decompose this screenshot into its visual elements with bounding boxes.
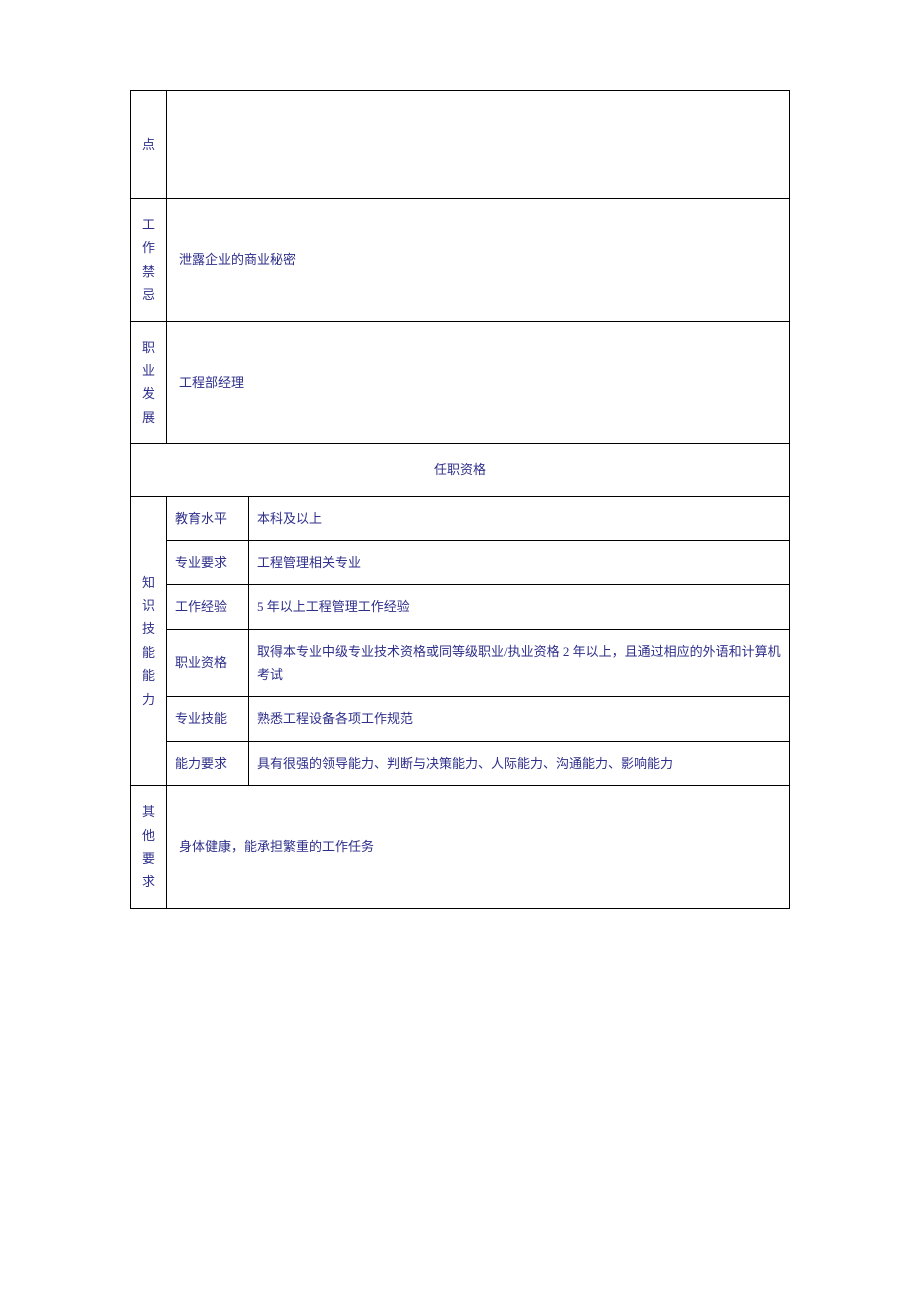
- content-skills: 熟悉工程设备各项工作规范: [249, 697, 790, 741]
- table-row: 职业发展 工程部经理: [131, 321, 790, 444]
- table-row: 工作经验 5 年以上工程管理工作经验: [131, 585, 790, 629]
- sublabel-experience: 工作经验: [167, 585, 249, 629]
- sublabel-skills: 专业技能: [167, 697, 249, 741]
- content-other: 身体健康，能承担繁重的工作任务: [167, 786, 790, 909]
- table-row: 工作禁忌 泄露企业的商业秘密: [131, 199, 790, 322]
- row-label-point: 点: [131, 91, 167, 199]
- sublabel-qualification: 职业资格: [167, 629, 249, 697]
- row-content-point: [167, 91, 790, 199]
- table-row: 点: [131, 91, 790, 199]
- job-spec-table: 点 工作禁忌 泄露企业的商业秘密 职业发展 工程部经理 任职资格 知识技能能力 …: [130, 90, 790, 909]
- row-label-knowledge: 知识技能能力: [131, 496, 167, 786]
- content-education: 本科及以上: [249, 496, 790, 540]
- table-row-header: 任职资格: [131, 444, 790, 496]
- sublabel-ability: 能力要求: [167, 741, 249, 785]
- row-label-taboo: 工作禁忌: [131, 199, 167, 322]
- content-ability: 具有很强的领导能力、判断与决策能力、人际能力、沟通能力、影响能力: [249, 741, 790, 785]
- row-label-career: 职业发展: [131, 321, 167, 444]
- table-row: 专业技能 熟悉工程设备各项工作规范: [131, 697, 790, 741]
- sublabel-major: 专业要求: [167, 540, 249, 584]
- table-row: 专业要求 工程管理相关专业: [131, 540, 790, 584]
- content-experience: 5 年以上工程管理工作经验: [249, 585, 790, 629]
- row-content-taboo: 泄露企业的商业秘密: [167, 199, 790, 322]
- content-major: 工程管理相关专业: [249, 540, 790, 584]
- table-row: 职业资格 取得本专业中级专业技术资格或同等级职业/执业资格 2 年以上，且通过相…: [131, 629, 790, 697]
- sublabel-education: 教育水平: [167, 496, 249, 540]
- table-row: 知识技能能力 教育水平 本科及以上: [131, 496, 790, 540]
- table-row: 其他要求 身体健康，能承担繁重的工作任务: [131, 786, 790, 909]
- table-row: 能力要求 具有很强的领导能力、判断与决策能力、人际能力、沟通能力、影响能力: [131, 741, 790, 785]
- section-header-qualification: 任职资格: [131, 444, 790, 496]
- row-label-other: 其他要求: [131, 786, 167, 909]
- row-content-career: 工程部经理: [167, 321, 790, 444]
- content-qualification: 取得本专业中级专业技术资格或同等级职业/执业资格 2 年以上，且通过相应的外语和…: [249, 629, 790, 697]
